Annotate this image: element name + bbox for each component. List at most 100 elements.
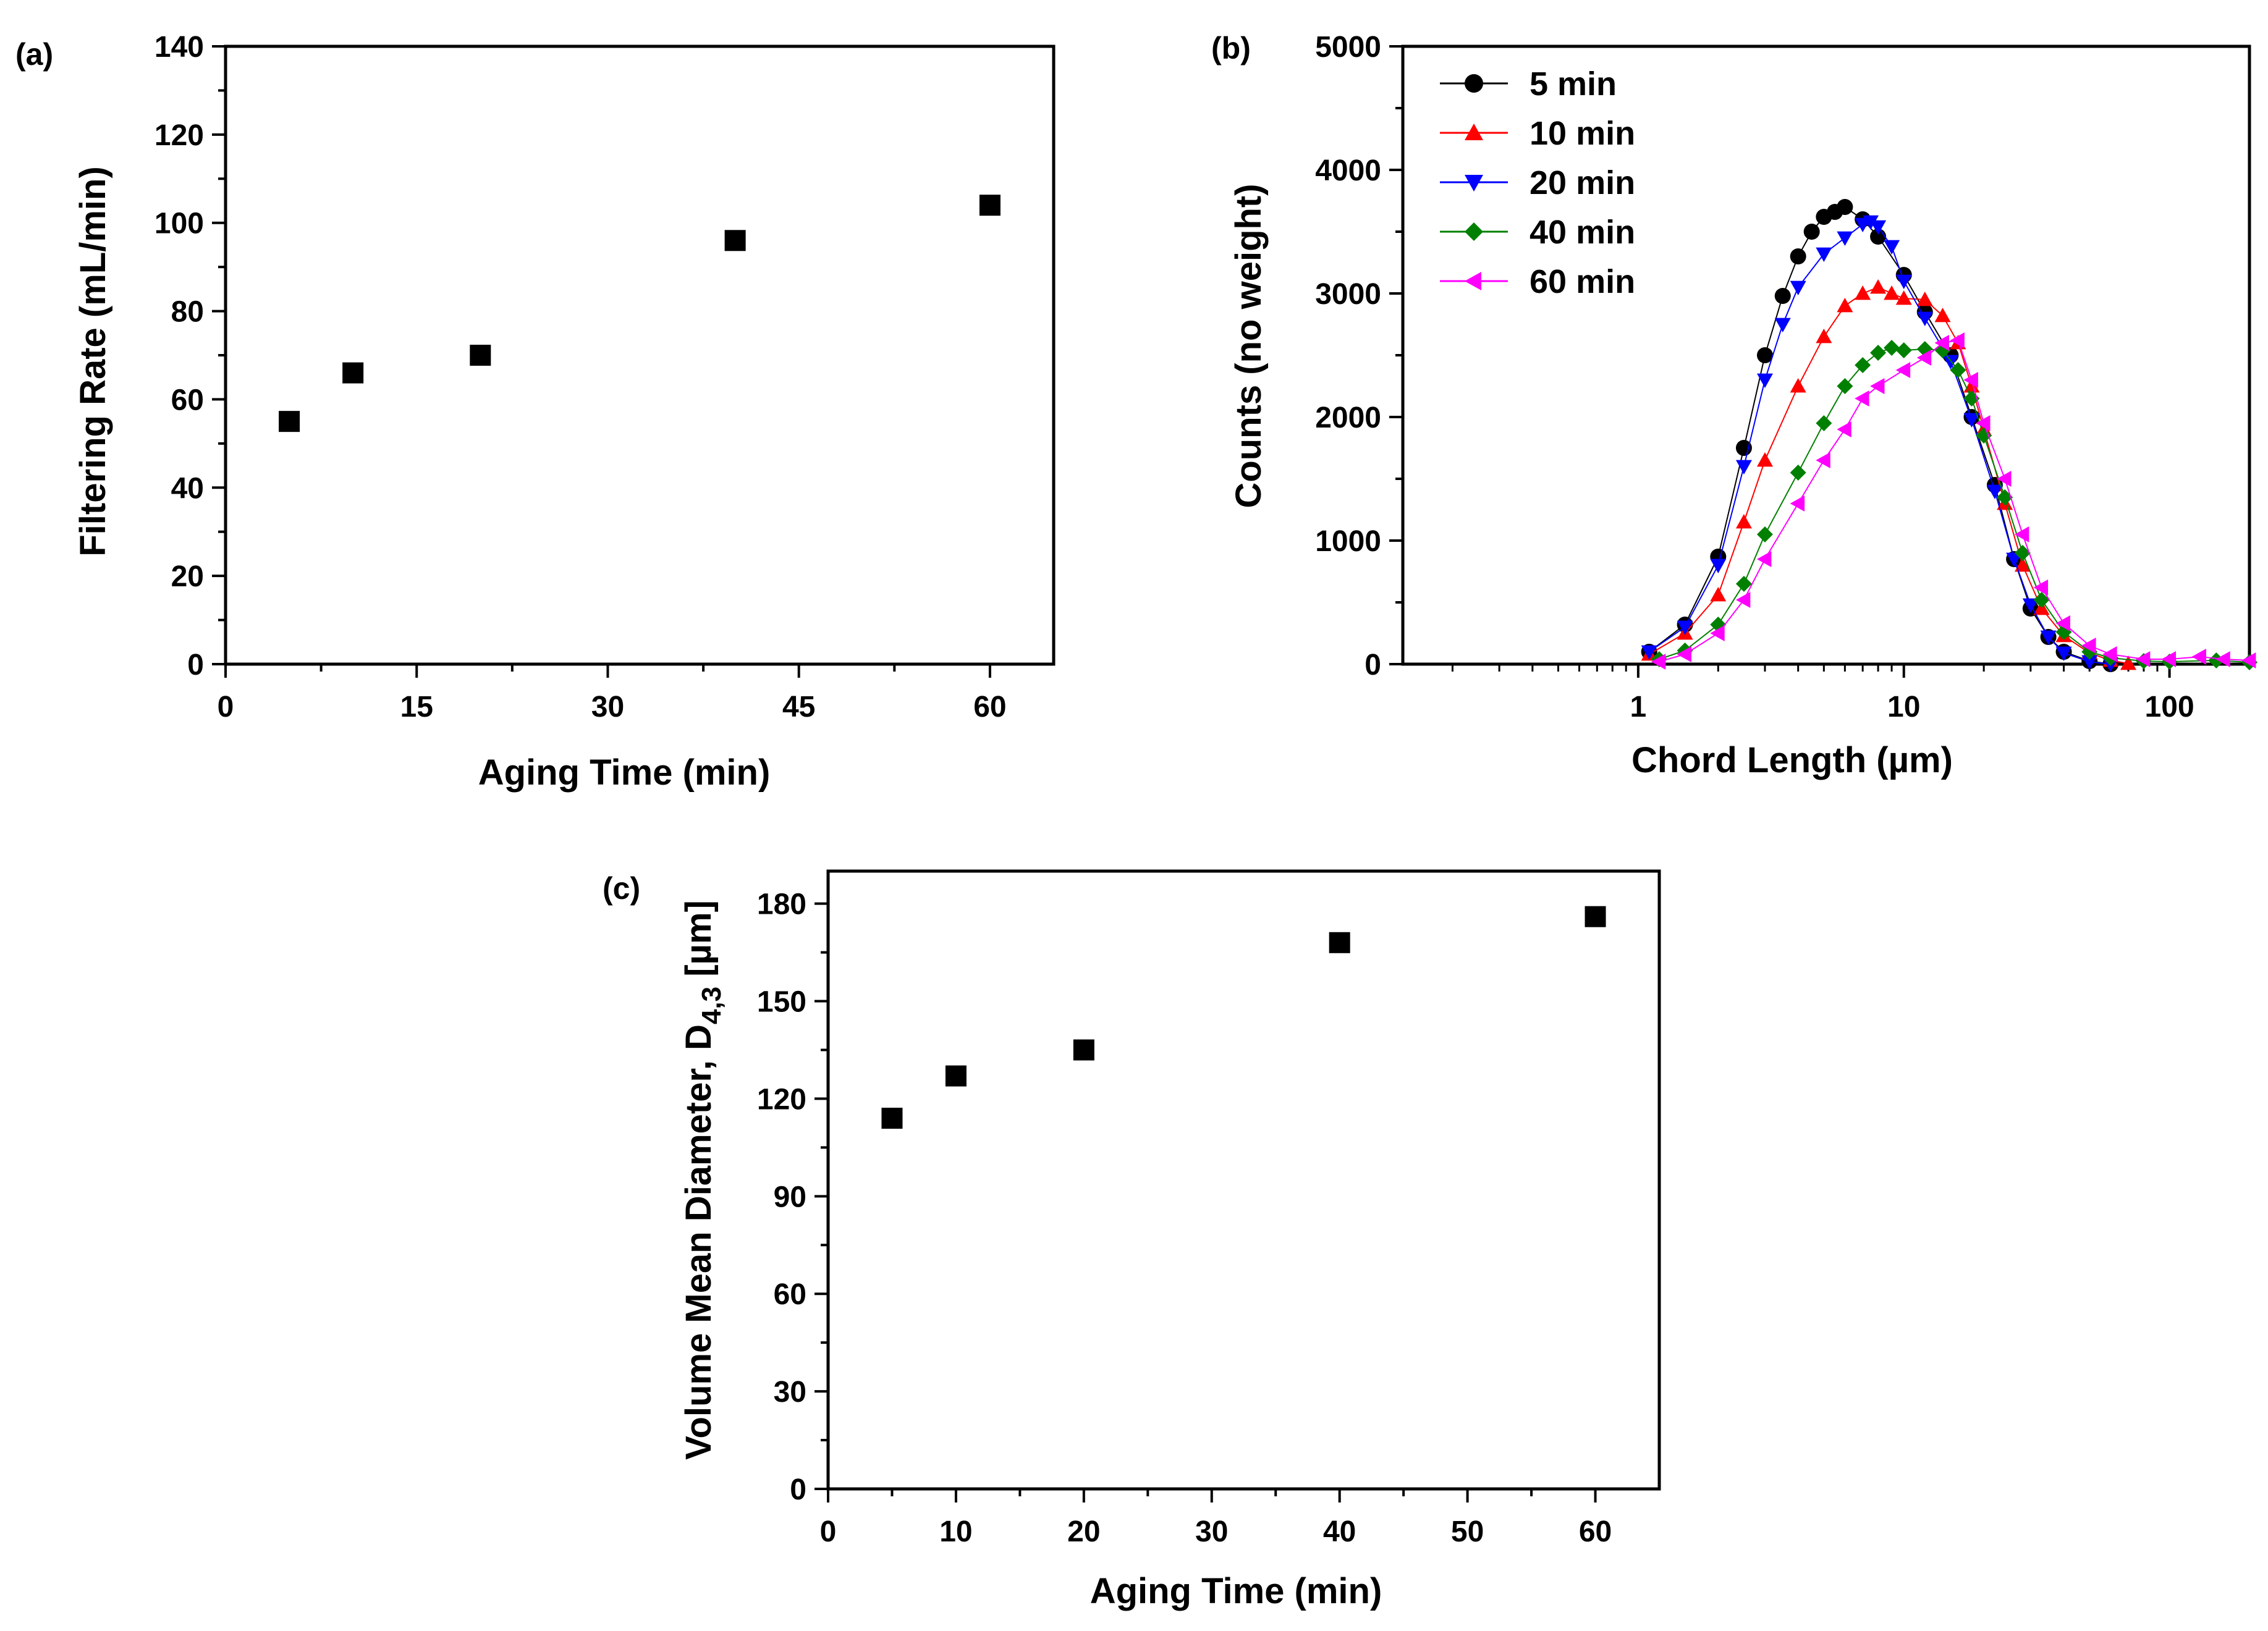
- panel-b-series-point: [1790, 465, 1806, 481]
- panel-b-series-point: [2014, 526, 2029, 542]
- panel-b-series-point: [1816, 415, 1832, 431]
- panel-a-y-axis-label: Filtering Rate (mL/min): [73, 166, 113, 557]
- panel-b-series-point: [1837, 298, 1853, 313]
- panel-b-x-tick-label: 1: [1630, 691, 1647, 723]
- panel-b-y-axis: 0 1000 2000 3000 4000 5000: [1315, 31, 1403, 681]
- panel-c-frame: [826, 869, 1661, 1491]
- panel-c-y-tick-label: 30: [774, 1376, 806, 1409]
- panel-b-series-point: [1884, 240, 1900, 255]
- panel-a-x-tick-label: 60: [973, 691, 1006, 723]
- panel-a-point: [724, 230, 746, 251]
- panel-c-point: [881, 1108, 903, 1129]
- panel-b-series-point: [1735, 514, 1752, 529]
- panel-a-frame: [224, 44, 1056, 666]
- panel-b-series-point: [1884, 285, 1900, 300]
- panel-a-x-tick-label: 15: [400, 691, 433, 723]
- legend-marker: [1465, 124, 1483, 140]
- panel-c-point: [1329, 932, 1350, 953]
- panel-b-series-point: [1677, 646, 1691, 662]
- panel-b-series-point: [1641, 645, 1657, 660]
- panel-c-x-tick-label: 20: [1067, 1515, 1100, 1548]
- panel-a-point: [979, 195, 1001, 216]
- panel-b-series-point: [1710, 558, 1727, 573]
- panel-b-y-tick-label: 3000: [1315, 278, 1381, 311]
- panel-b-y-tick-label: 4000: [1315, 154, 1381, 187]
- panel-b-series-point: [1863, 215, 1879, 230]
- legend-entry: 40 min: [1440, 214, 1635, 251]
- legend-entry: 20 min: [1440, 164, 1635, 201]
- panel-a-point: [279, 411, 300, 432]
- panel-a: (a) 0 15 30 45 60 0 20 40 60 80 100 120 140 Aging T…: [15, 31, 1056, 793]
- panel-b-series-point: [1816, 329, 1832, 343]
- panel-b-series-60-min: [1651, 332, 2256, 670]
- panel-b-series-point: [1884, 340, 1900, 356]
- panel-b-series-point: [1816, 452, 1830, 468]
- legend-marker: [1465, 222, 1483, 241]
- panel-b-series-point: [2033, 579, 2049, 596]
- panel-b-series-point: [2022, 598, 2039, 613]
- panel-b-series-point: [2040, 630, 2057, 645]
- panel-b-series-point: [1997, 471, 2012, 487]
- panel-b-series-point: [1837, 231, 1853, 246]
- legend-marker: [1465, 74, 1483, 93]
- panel-b-x-axis: 1 10 100: [1451, 664, 2194, 723]
- panel-b-series-point: [1710, 625, 1725, 641]
- panel-b-y-tick-label: 5000: [1315, 31, 1381, 64]
- panel-b-y-axis-label: Counts (no weight): [1229, 183, 1269, 508]
- panel-b-series-point: [1756, 526, 1773, 542]
- panel-a-x-axis: 0 15 30 45 60: [218, 664, 1007, 723]
- panel-b-series-point: [1870, 220, 1887, 235]
- panel-b-series-point: [1963, 372, 1978, 388]
- panel-b-series-point: [2055, 646, 2072, 661]
- panel-c-point: [945, 1065, 967, 1087]
- legend-entry: 10 min: [1440, 115, 1635, 152]
- panel-c-y-tick-label: 180: [757, 888, 806, 921]
- panel-b-series-point: [1895, 362, 1911, 378]
- panel-b-series-point: [1976, 428, 1992, 444]
- panel-c-points: [881, 906, 1606, 1129]
- panel-a-y-tick-label: 40: [171, 472, 204, 505]
- legend-entry: 5 min: [1440, 65, 1617, 103]
- panel-c-x-tick-label: 50: [1451, 1515, 1484, 1548]
- panel-c-x-tick-label: 60: [1579, 1515, 1612, 1548]
- panel-b-series-point: [1756, 551, 1772, 567]
- panel-b-series-point: [2014, 545, 2031, 561]
- panel-c-y-tick-label: 120: [757, 1083, 806, 1116]
- panel-c-x-axis: 0 10 20 30 40 50 60: [820, 1489, 1612, 1548]
- legend-marker: [1465, 175, 1483, 192]
- panel-a-point: [470, 345, 491, 366]
- panel-c-x-axis-label: Aging Time (min): [1090, 1571, 1382, 1611]
- panel-b-series-point: [2102, 646, 2117, 662]
- panel-b-series-point: [1870, 279, 1887, 294]
- panel-a-y-tick-label: 100: [154, 208, 204, 240]
- panel-b-series-point: [1790, 280, 1806, 295]
- panel-b-series-point: [1837, 199, 1853, 215]
- panel-b-series-point: [1756, 373, 1773, 388]
- panel-b-y-tick-label: 0: [1365, 649, 1381, 681]
- legend-label: 5 min: [1530, 65, 1617, 103]
- panel-b-series-point: [2081, 638, 2096, 654]
- panel-b-series-point: [1916, 311, 1933, 326]
- panel-b-series-point: [1976, 415, 1991, 431]
- panel-b-y-tick-label: 2000: [1315, 402, 1381, 434]
- panel-b-series-10-min: [1641, 279, 2137, 670]
- panel-c-point: [1585, 906, 1606, 927]
- panel-b-series-point: [1950, 332, 1965, 348]
- panel-c-y-axis-label: Volume Mean Diameter, D4,3 [µm]: [679, 900, 727, 1460]
- panel-b-series-point: [1774, 288, 1791, 304]
- panel-b-series-point: [1855, 390, 1869, 407]
- panel-a-x-axis-label: Aging Time (min): [478, 752, 771, 793]
- panel-b-series-line: [1649, 221, 2111, 665]
- panel-c-x-tick-label: 40: [1323, 1515, 1356, 1548]
- panel-c-x-tick-label: 30: [1195, 1515, 1228, 1548]
- panel-b: (b) 1 10 100 0 1000 2000 3000 4000 5000 5 min 10…: [1211, 31, 2257, 780]
- panel-b-series-point: [1735, 592, 1751, 608]
- panel-b-series: [1641, 199, 2257, 672]
- panel-c-y-tick-label: 150: [757, 986, 806, 1019]
- panel-b-series-point: [1790, 248, 1806, 264]
- panel-b-series-point: [1790, 495, 1805, 512]
- panel-b-series-point: [2241, 652, 2256, 668]
- panel-b-series-point: [1916, 350, 1932, 366]
- panel-b-legend: 5 min 10 min 20 min 40 min 60 min: [1440, 65, 1635, 300]
